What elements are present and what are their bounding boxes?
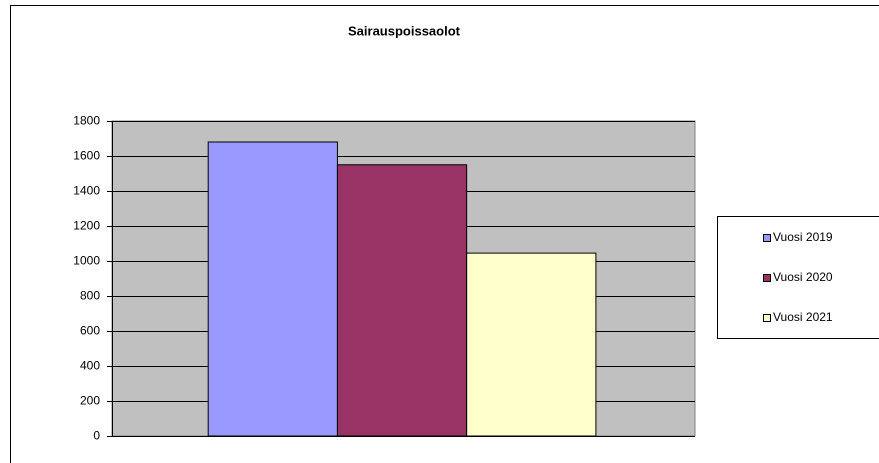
y-tick-label: 200 [80,394,100,408]
bar [336,164,468,437]
legend-label: Vuosi 2021 [773,310,833,324]
y-tick-label: 800 [80,289,100,303]
bar [466,252,597,437]
y-tick-label: 1200 [73,219,100,233]
legend [717,216,879,339]
y-tick-label: 1800 [73,114,100,128]
chart-title: Sairauspoissaolot [348,23,461,38]
y-tick-label: 600 [80,324,100,338]
legend-swatch [763,274,771,282]
y-tick-label: 1600 [73,149,100,163]
y-tick-label: 0 [93,429,100,443]
legend-swatch [763,314,771,322]
legend-swatch [763,234,771,242]
y-tick-label: 400 [80,359,100,373]
legend-label: Vuosi 2019 [773,230,833,244]
y-tick-label: 1400 [73,184,100,198]
bar [207,141,338,437]
y-tick-label: 1000 [73,254,100,268]
legend-label: Vuosi 2020 [773,270,833,284]
